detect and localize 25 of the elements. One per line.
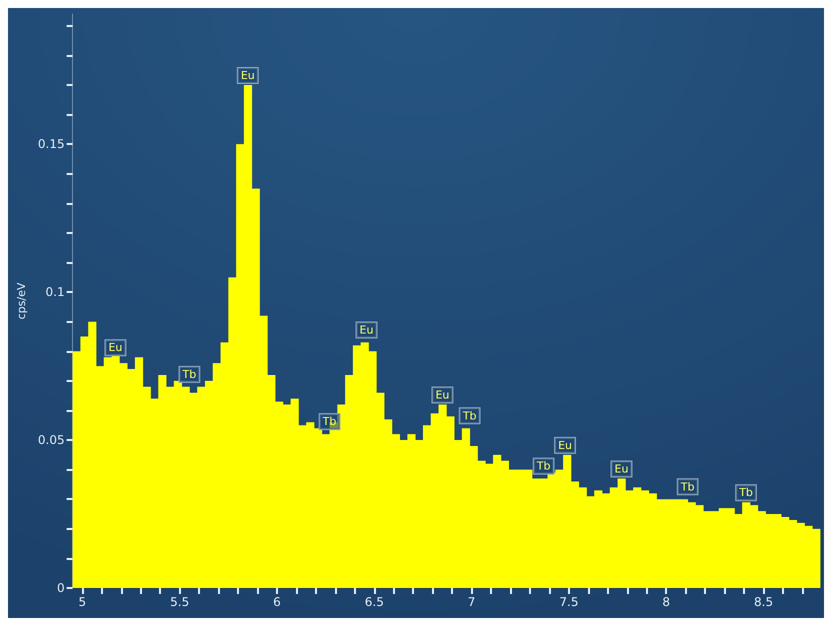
y-tick-label: 0.05 (38, 433, 65, 448)
annotation: Tb (680, 480, 695, 494)
annotation: Tb (536, 460, 550, 473)
x-tick-label: 8 (662, 595, 670, 609)
y-tick-label: 0.15 (38, 137, 65, 152)
x-tick-label: 8.5 (754, 595, 774, 609)
x-tick-label: 5 (78, 595, 86, 609)
x-tick-label: 6.5 (364, 595, 384, 609)
y-tick-label: 0 (56, 581, 65, 595)
annotation: Tb (462, 409, 477, 422)
annotation: Tb (182, 368, 196, 381)
annotation: Eu (435, 388, 450, 402)
annotation: Eu (360, 323, 374, 336)
annotation: Eu (108, 341, 122, 354)
x-tick-label: 7.5 (559, 595, 578, 609)
y-tick-label: 0.1 (46, 285, 65, 300)
annotation: Eu (558, 438, 572, 452)
annotation: Eu (614, 462, 628, 476)
x-tick-label: 7 (468, 595, 476, 609)
x-tick-label: 5.5 (170, 595, 190, 609)
y-axis-title: cps/eV (15, 282, 28, 320)
annotation: Tb (322, 415, 336, 428)
annotation: Tb (738, 486, 753, 500)
x-tick-label: 6 (273, 595, 281, 609)
annotation: Eu (240, 69, 255, 82)
